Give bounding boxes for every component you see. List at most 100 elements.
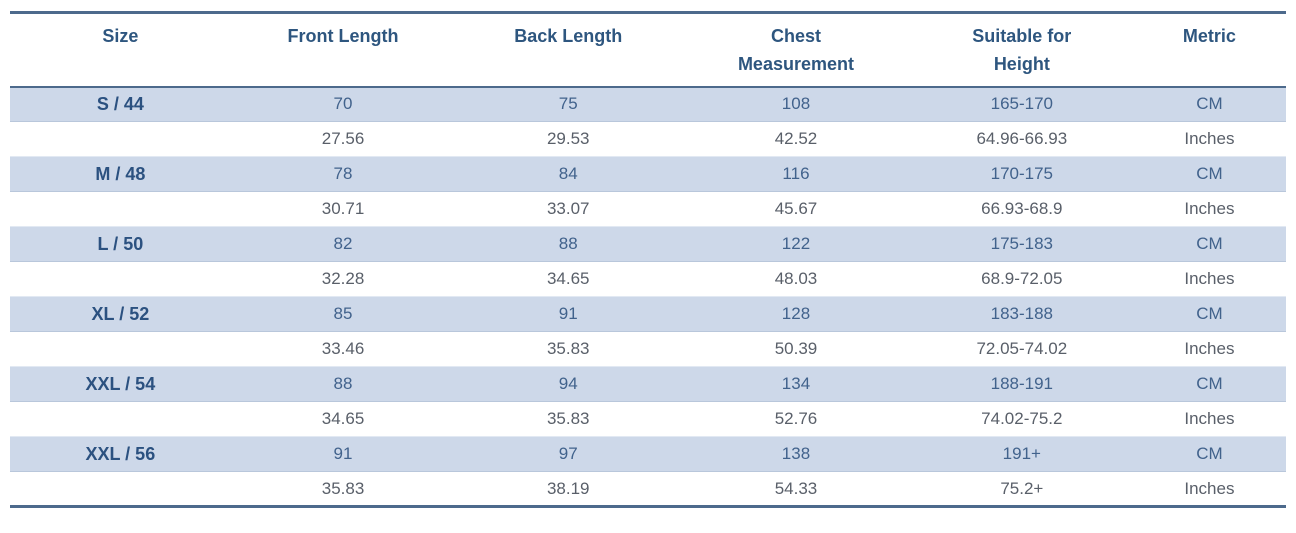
cell-back_length: 38.19: [455, 471, 682, 507]
cell-back_length: 29.53: [455, 121, 682, 157]
cell-front_length: 35.83: [230, 471, 456, 507]
col-header-front-length-label: Front Length: [287, 26, 399, 46]
table-row-inches: 27.56 29.53 42.52 64.96-66.93 Inches: [10, 121, 1286, 157]
cell-back_length: 35.83: [455, 331, 682, 367]
cell-size: [10, 401, 231, 437]
cell-metric: Inches: [1132, 401, 1286, 437]
cell-back_length: 84: [455, 156, 682, 192]
col-header-back-length: Back Length: [455, 12, 682, 88]
table-row-cm: XXL / 56 91 97 138 191+ CM: [10, 436, 1286, 472]
cell-front_length: 32.28: [230, 261, 456, 297]
cell-back_length: 75: [455, 86, 682, 122]
cell-back_length: 94: [455, 366, 682, 402]
col-header-back-length-label: Back Length: [514, 26, 623, 46]
cell-suitable_for_height: 183-188: [910, 296, 1133, 332]
cell-suitable_for_height: 74.02-75.2: [910, 401, 1133, 437]
cell-size: S / 44: [10, 86, 231, 122]
cell-metric: Inches: [1132, 261, 1286, 297]
cell-size: XL / 52: [10, 296, 231, 332]
cell-back_length: 33.07: [455, 191, 682, 227]
cell-back_length: 88: [455, 226, 682, 262]
header-row: Size Front Length Back Length Chest Meas…: [10, 12, 1286, 88]
cell-back_length: 35.83: [455, 401, 682, 437]
cell-size: [10, 331, 231, 367]
cell-front_length: 33.46: [230, 331, 456, 367]
cell-back_length: 91: [455, 296, 682, 332]
col-header-metric-label: Metric: [1182, 26, 1236, 46]
cell-front_length: 88: [230, 366, 456, 402]
cell-suitable_for_height: 75.2+: [910, 471, 1133, 507]
cell-suitable_for_height: 170-175: [910, 156, 1133, 192]
cell-size: L / 50: [10, 226, 231, 262]
cell-suitable_for_height: 165-170: [910, 86, 1133, 122]
cell-size: [10, 261, 231, 297]
cell-suitable_for_height: 66.93-68.9: [910, 191, 1133, 227]
cell-front_length: 82: [230, 226, 456, 262]
cell-size: M / 48: [10, 156, 231, 192]
size-chart: Size Front Length Back Length Chest Meas…: [10, 11, 1286, 508]
cell-chest_measurement: 45.67: [681, 191, 911, 227]
cell-metric: Inches: [1132, 471, 1286, 507]
cell-suitable_for_height: 72.05-74.02: [910, 331, 1133, 367]
cell-suitable_for_height: 191+: [910, 436, 1133, 472]
cell-metric: Inches: [1132, 331, 1286, 367]
cell-chest_measurement: 48.03: [681, 261, 911, 297]
col-header-size-label: Size: [102, 26, 139, 46]
cell-suitable_for_height: 68.9-72.05: [910, 261, 1133, 297]
table-row-inches: 33.46 35.83 50.39 72.05-74.02 Inches: [10, 331, 1286, 367]
table-row-inches: 30.71 33.07 45.67 66.93-68.9 Inches: [10, 191, 1286, 227]
cell-chest_measurement: 138: [681, 436, 911, 472]
cell-chest_measurement: 50.39: [681, 331, 911, 367]
cell-front_length: 85: [230, 296, 456, 332]
cell-front_length: 91: [230, 436, 456, 472]
table-row-inches: 34.65 35.83 52.76 74.02-75.2 Inches: [10, 401, 1286, 437]
table-row-cm: XXL / 54 88 94 134 188-191 CM: [10, 366, 1286, 402]
col-header-front-length: Front Length: [230, 12, 456, 88]
cell-chest_measurement: 42.52: [681, 121, 911, 157]
cell-size: [10, 471, 231, 507]
cell-back_length: 34.65: [455, 261, 682, 297]
cell-metric: CM: [1132, 226, 1286, 262]
table-row-cm: L / 50 82 88 122 175-183 CM: [10, 226, 1286, 262]
cell-chest_measurement: 52.76: [681, 401, 911, 437]
cell-back_length: 97: [455, 436, 682, 472]
cell-size: XXL / 56: [10, 436, 231, 472]
cell-front_length: 27.56: [230, 121, 456, 157]
cell-metric: Inches: [1132, 191, 1286, 227]
cell-front_length: 78: [230, 156, 456, 192]
cell-metric: CM: [1132, 436, 1286, 472]
cell-front_length: 34.65: [230, 401, 456, 437]
cell-size: XXL / 54: [10, 366, 231, 402]
col-header-suitable-for-height-label: Suitable for Height: [972, 26, 1072, 74]
table-row-cm: XL / 52 85 91 128 183-188 CM: [10, 296, 1286, 332]
cell-chest_measurement: 122: [681, 226, 911, 262]
cell-front_length: 30.71: [230, 191, 456, 227]
cell-chest_measurement: 108: [681, 86, 911, 122]
table-row-cm: S / 44 70 75 108 165-170 CM: [10, 86, 1286, 122]
cell-chest_measurement: 54.33: [681, 471, 911, 507]
col-header-size: Size: [10, 12, 231, 88]
table-row-inches: 35.83 38.19 54.33 75.2+ Inches: [10, 471, 1286, 507]
col-header-metric: Metric: [1132, 12, 1286, 88]
cell-metric: CM: [1132, 296, 1286, 332]
size-chart-table: Size Front Length Back Length Chest Meas…: [10, 11, 1286, 508]
table-row-inches: 32.28 34.65 48.03 68.9-72.05 Inches: [10, 261, 1286, 297]
cell-size: [10, 191, 231, 227]
cell-metric: CM: [1132, 86, 1286, 122]
cell-suitable_for_height: 188-191: [910, 366, 1133, 402]
cell-metric: CM: [1132, 366, 1286, 402]
col-header-chest-measurement: Chest Measurement: [681, 12, 911, 88]
cell-chest_measurement: 128: [681, 296, 911, 332]
cell-chest_measurement: 134: [681, 366, 911, 402]
cell-suitable_for_height: 64.96-66.93: [910, 121, 1133, 157]
table-row-cm: M / 48 78 84 116 170-175 CM: [10, 156, 1286, 192]
cell-size: [10, 121, 231, 157]
cell-suitable_for_height: 175-183: [910, 226, 1133, 262]
col-header-suitable-for-height: Suitable for Height: [910, 12, 1133, 88]
col-header-chest-measurement-label: Chest Measurement: [737, 26, 854, 74]
cell-front_length: 70: [230, 86, 456, 122]
cell-metric: CM: [1132, 156, 1286, 192]
cell-metric: Inches: [1132, 121, 1286, 157]
table-body: S / 44 70 75 108 165-170 CM 27.56 29.53 42.52 64.…: [10, 86, 1286, 507]
cell-chest_measurement: 116: [681, 156, 911, 192]
